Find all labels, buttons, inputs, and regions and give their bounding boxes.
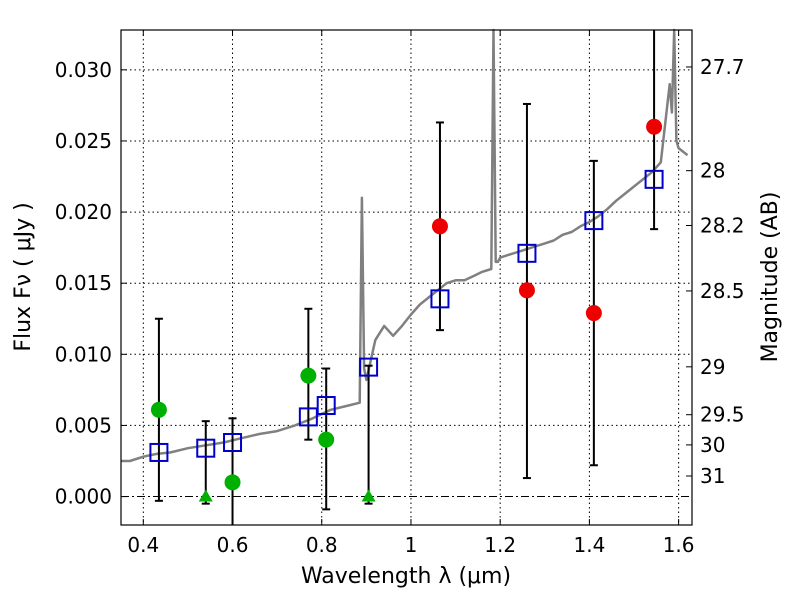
synthetic-photometry-square — [359, 357, 379, 377]
upper-limit-triangle — [361, 489, 376, 502]
magnitude-axis-label: Magnitude (AB) — [758, 192, 783, 363]
magnitude-tick-label: 29.5 — [700, 403, 745, 427]
x-tick-label: 1.4 — [573, 533, 605, 557]
magnitude-tick-label: 31 — [700, 464, 725, 488]
synthetic-photometry-square — [517, 243, 537, 263]
y-tick-label: 0.000 — [55, 485, 112, 509]
y-axis-ticks: 0.000 0.005 0.010 0.015 0.020 0.025 0.030 — [55, 58, 127, 509]
plot-frame — [120, 29, 693, 526]
upper-limit-triangle — [198, 489, 213, 502]
nir-photometry-point — [585, 305, 602, 322]
nir-photometry-point — [431, 218, 448, 235]
x-tick-label: 1.6 — [663, 533, 695, 557]
optical-photometry-point — [150, 401, 167, 418]
nir-photometry-point — [518, 282, 535, 299]
magnitude-axis-ticks: 27.7 28 28.2 28.5 29 29.5 30 31 — [686, 55, 745, 488]
x-tick-label: 0.4 — [127, 533, 159, 557]
synthetic-photometry-square — [298, 407, 318, 427]
x-tick-label: 1.2 — [484, 533, 516, 557]
y-tick-label: 0.010 — [55, 342, 112, 366]
synthetic-photometry-square — [223, 433, 243, 452]
synthetic-photometry-square — [316, 396, 336, 416]
synthetic-photometry-square — [584, 211, 604, 231]
y-tick-label: 0.005 — [55, 413, 112, 437]
x-tick-label: 0.8 — [306, 533, 338, 557]
data-markers — [149, 118, 664, 502]
magnitude-tick-label: 28.2 — [700, 213, 745, 237]
x-axis-ticks: 0.4 0.6 0.8 1 1.2 1.4 1.6 — [127, 30, 695, 557]
synthetic-photometry-square — [196, 438, 216, 458]
magnitude-tick-label: 28.5 — [700, 279, 745, 303]
grid — [121, 30, 692, 525]
synthetic-photometry-square — [430, 289, 450, 309]
magnitude-tick-label: 29 — [700, 355, 725, 379]
y-tick-label: 0.020 — [55, 200, 112, 224]
optical-photometry-point — [318, 431, 335, 448]
model-spectrum-line — [121, 28, 689, 463]
magnitude-tick-label: 28 — [700, 159, 725, 183]
nir-photometry-point — [646, 118, 663, 135]
synthetic-photometry-square — [149, 442, 169, 462]
optical-photometry-point — [224, 474, 241, 491]
x-tick-label: 0.6 — [217, 533, 249, 557]
x-tick-label: 1 — [405, 533, 418, 557]
optical-photometry-point — [300, 367, 317, 384]
y-tick-label: 0.015 — [55, 271, 112, 295]
model-spectrum — [121, 28, 689, 463]
y-tick-label: 0.030 — [55, 58, 112, 82]
magnitude-tick-label: 27.7 — [700, 55, 745, 79]
synthetic-photometry-square — [644, 169, 664, 189]
y-tick-label: 0.025 — [55, 129, 112, 153]
y-axis-label: Flux Fν ( μJy ) — [11, 202, 36, 351]
magnitude-tick-label: 30 — [700, 433, 725, 457]
x-axis-label: Wavelength λ (μm) — [301, 564, 511, 589]
